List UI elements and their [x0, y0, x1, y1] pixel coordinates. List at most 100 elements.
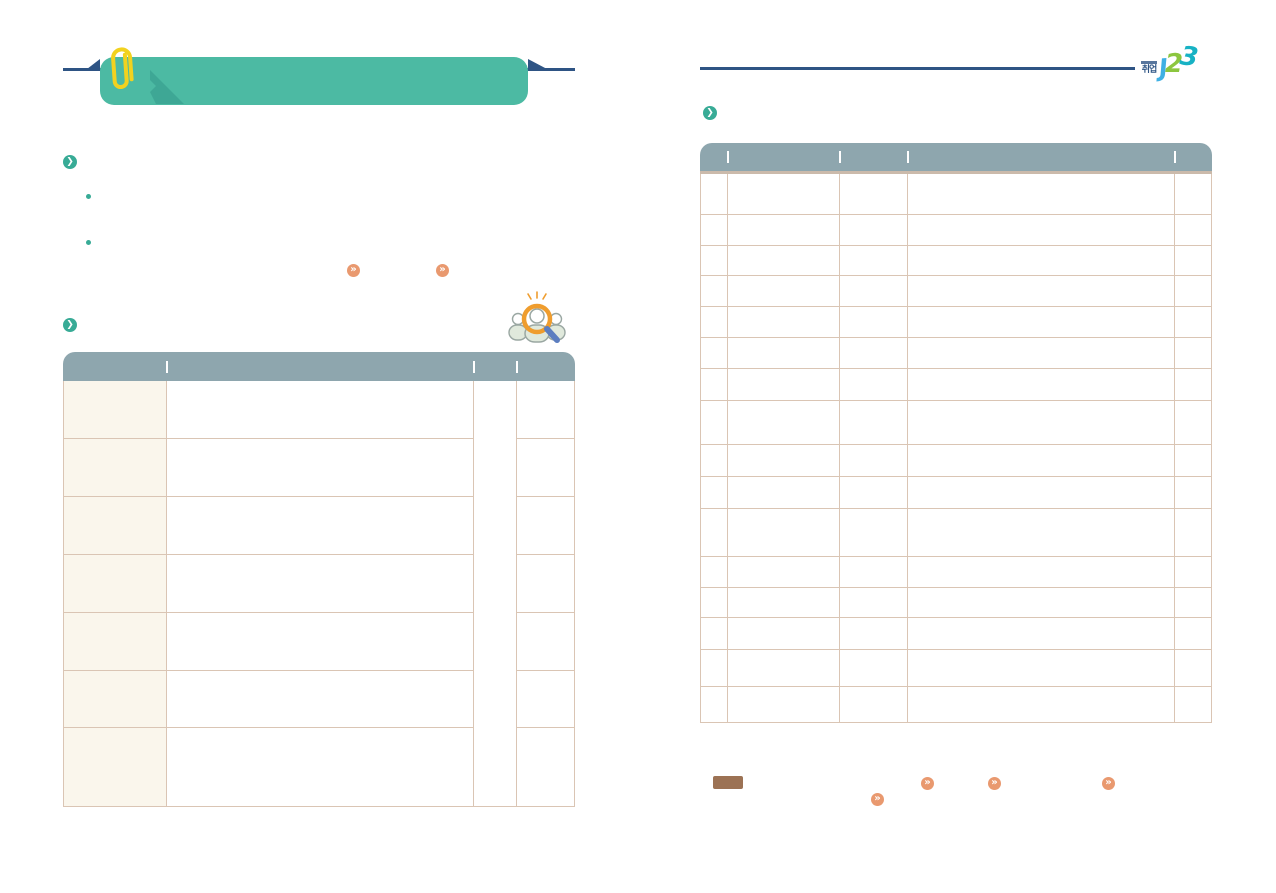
- row-divider: [700, 275, 1212, 276]
- table-row: [63, 555, 575, 613]
- ribbon-notch-left: [87, 59, 100, 69]
- table-row: [63, 671, 575, 728]
- table-row: [700, 174, 1212, 215]
- table-row: [63, 728, 575, 807]
- row-divider: [63, 554, 474, 555]
- row-divider: [63, 496, 474, 497]
- header-rule-right: [700, 67, 1135, 70]
- row-divider: [700, 444, 1212, 445]
- section-marker-icon: ❯: [63, 155, 77, 169]
- row-divider: [63, 438, 474, 439]
- column-divider: [839, 174, 840, 723]
- table-row: [700, 477, 1212, 509]
- row-divider: [700, 306, 1212, 307]
- paperclip-icon: [111, 47, 134, 90]
- logo-brand-text: 취업: [1141, 65, 1158, 75]
- row-divider: [63, 612, 474, 613]
- double-chevron-glyph: »: [924, 777, 931, 788]
- row-divider: [700, 214, 1212, 215]
- list-bullet: [86, 240, 91, 245]
- table-header: [700, 143, 1212, 171]
- table-row: [63, 613, 575, 671]
- table-row: [700, 338, 1212, 369]
- table-row: [700, 557, 1212, 588]
- row-divider: [700, 245, 1212, 246]
- table-edge: [63, 381, 64, 807]
- brand-logo: 취업 J23: [1141, 41, 1217, 82]
- title-banner: [100, 57, 528, 105]
- row-divider: [700, 337, 1212, 338]
- row-divider: [700, 686, 1212, 687]
- table-edge: [1211, 174, 1212, 723]
- row-divider: [63, 806, 575, 807]
- row-divider: [700, 587, 1212, 588]
- table-row: [63, 497, 575, 555]
- logo-mark: J23: [1158, 41, 1197, 82]
- left-info-table: [63, 352, 575, 807]
- double-chevron-glyph: »: [350, 264, 357, 275]
- legend-chip: [713, 776, 743, 789]
- fold-arrow-decoration: [150, 70, 184, 104]
- table-row: [700, 687, 1212, 723]
- table-row: [700, 401, 1212, 445]
- row-divider: [63, 727, 474, 728]
- row-divider: [700, 649, 1212, 650]
- double-chevron-circle-icon[interactable]: »: [921, 777, 934, 790]
- table-row: [63, 381, 575, 439]
- column-divider: [907, 174, 908, 723]
- table-edge: [574, 381, 575, 807]
- double-chevron-circle-icon[interactable]: »: [988, 777, 1001, 790]
- header-tick: [516, 360, 518, 373]
- chevron-glyph: ❯: [66, 157, 74, 167]
- logo-mark-char: 3: [1178, 41, 1197, 73]
- row-divider: [63, 670, 474, 671]
- table-row: [700, 246, 1212, 276]
- double-chevron-circle-icon[interactable]: »: [1102, 777, 1115, 790]
- right-info-table: [700, 143, 1212, 723]
- double-chevron-glyph: »: [1105, 777, 1112, 788]
- row-divider: [517, 554, 575, 555]
- header-tick: [1174, 151, 1176, 163]
- people-search-illustration: [508, 291, 566, 343]
- table-row: [63, 439, 575, 497]
- table-body: [63, 381, 575, 807]
- table-row: [700, 618, 1212, 650]
- table-row: [700, 276, 1212, 307]
- row-divider: [517, 612, 575, 613]
- column-divider: [727, 174, 728, 723]
- double-chevron-circle-icon[interactable]: »: [871, 793, 884, 806]
- row-divider: [700, 400, 1212, 401]
- section-marker-icon: ❯: [703, 106, 717, 120]
- header-shadow: [700, 171, 1212, 174]
- table-row: [700, 509, 1212, 557]
- table-row: [700, 445, 1212, 477]
- section-marker-icon: ❯: [63, 318, 77, 332]
- logo-mark-char: 2: [1164, 49, 1183, 79]
- header-tick: [727, 151, 729, 163]
- row-divider: [700, 476, 1212, 477]
- table-row: [700, 588, 1212, 618]
- row-divider: [700, 508, 1212, 509]
- header-tick: [907, 151, 909, 163]
- double-chevron-circle-icon[interactable]: »: [436, 264, 449, 277]
- row-divider: [700, 722, 1212, 723]
- header-tick: [473, 360, 475, 373]
- chevron-glyph: ❯: [66, 320, 74, 330]
- row-divider: [517, 727, 575, 728]
- table-header: [63, 352, 575, 381]
- row-divider: [517, 670, 575, 671]
- double-chevron-glyph: »: [439, 264, 446, 275]
- logo-text-block: 취업: [1141, 61, 1157, 78]
- row-divider: [700, 617, 1212, 618]
- logo-small-print: [1141, 61, 1157, 64]
- double-chevron-circle-icon[interactable]: »: [347, 264, 360, 277]
- row-divider: [517, 496, 575, 497]
- ribbon-notch-right: [528, 59, 547, 69]
- double-chevron-glyph: »: [991, 777, 998, 788]
- table-row: [700, 650, 1212, 687]
- table-body: [700, 174, 1212, 723]
- row-divider: [517, 438, 575, 439]
- column-divider: [473, 381, 474, 807]
- column-background: [63, 381, 167, 807]
